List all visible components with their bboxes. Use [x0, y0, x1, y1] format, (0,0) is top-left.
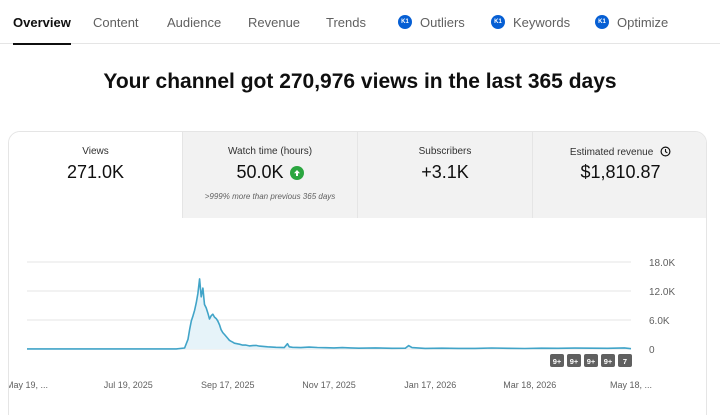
tab-label: Trends [326, 14, 366, 30]
annotation-count: 9+ [570, 357, 579, 366]
clock-icon [660, 146, 671, 160]
annotation-marker[interactable]: 9+ [584, 354, 598, 367]
tab-audience[interactable]: Audience [167, 0, 221, 44]
premium-badge-icon: K1 [595, 15, 609, 29]
badge-text: K1 [494, 19, 502, 25]
tab-outliers[interactable]: K1 Outliers [398, 0, 465, 44]
annotation-marker[interactable]: 9+ [550, 354, 564, 367]
analytics-tabs: Overview Content Audience Revenue Trends K1 Ou… [0, 0, 720, 45]
annotation-count: 9+ [553, 357, 562, 366]
annotation-count: 9+ [604, 357, 613, 366]
x-tick-label: Nov 17, 2025 [302, 380, 356, 390]
tab-optimize[interactable]: K1 Optimize [595, 0, 668, 44]
metric-label-text: Estimated revenue [569, 147, 654, 158]
annotation-marker[interactable]: 9+ [601, 354, 615, 367]
tab-trends[interactable]: Trends [326, 0, 366, 44]
metric-watch-time[interactable]: Watch time (hours) 50.0K >999% more than… [182, 132, 357, 218]
tab-label: Content [93, 14, 139, 30]
tab-label: Revenue [248, 14, 301, 30]
annotation-count: 9+ [587, 357, 596, 366]
metric-value-text: 271.0K [66, 162, 125, 182]
metric-value: $1,810.87 [533, 162, 706, 183]
metric-value: 271.0K [9, 162, 182, 183]
tab-label: Outliers [420, 14, 465, 30]
tab-revenue[interactable]: Revenue [248, 0, 300, 44]
metrics-card: Views 271.0K Watch time (hours) 50.0K >9… [8, 131, 707, 415]
y-tick-label: 0 [649, 345, 655, 356]
tab-overview[interactable]: Overview [13, 0, 71, 45]
tab-content[interactable]: Content [93, 0, 139, 44]
views-chart: 18.0K 12.0K 6.0K 0 May 19, ... Jul 19, 2025 Se… [9, 258, 675, 390]
metric-label: Watch time (hours) [227, 146, 313, 157]
x-tick-label: Jul 19, 2025 [104, 380, 153, 390]
metric-label: Views [82, 146, 109, 157]
badge-text: K1 [598, 19, 606, 25]
x-tick-label: Sep 17, 2025 [201, 380, 255, 390]
x-tick-label: Mar 18, 2026 [503, 380, 556, 390]
series-area [27, 278, 631, 349]
premium-badge-icon: K1 [398, 15, 412, 29]
metric-estimated-revenue[interactable]: Estimated revenue $1,810.87 [532, 132, 706, 218]
page-headline: Your channel got 270,976 views in the la… [103, 70, 617, 93]
series-line [26, 278, 632, 350]
annotation-marker[interactable]: 9+ [567, 354, 581, 367]
metric-value: +3.1K [358, 162, 532, 183]
metric-comparison: >999% more than previous 365 days [204, 192, 336, 201]
metric-label: Subscribers [418, 146, 472, 157]
metric-value-text: $1,810.87 [580, 162, 661, 182]
metric-value-text: +3.1K [421, 162, 469, 182]
metric-label: Estimated revenue [533, 146, 706, 160]
annotation-marker[interactable]: 7 [618, 354, 632, 367]
trend-up-icon [289, 165, 304, 180]
tab-label: Overview [13, 14, 71, 30]
annotation-count: 7 [623, 357, 627, 366]
tab-label: Audience [167, 14, 222, 30]
metric-tiles: Views 271.0K Watch time (hours) 50.0K >9… [9, 132, 706, 218]
tab-label: Optimize [617, 14, 669, 30]
y-tick-label: 18.0K [649, 258, 675, 269]
y-tick-label: 6.0K [649, 316, 670, 327]
x-tick-label: May 19, ... [9, 380, 48, 390]
metric-value-text: 50.0K [236, 162, 284, 182]
premium-badge-icon: K1 [491, 15, 505, 29]
x-tick-label: Jan 17, 2026 [404, 380, 456, 390]
y-tick-label: 12.0K [649, 287, 675, 298]
x-tick-label: May 18, ... [610, 380, 652, 390]
metric-value: 50.0K [183, 162, 357, 183]
tab-keywords[interactable]: K1 Keywords [491, 0, 570, 44]
tab-label: Keywords [513, 14, 571, 30]
badge-text: K1 [401, 19, 409, 25]
metric-subscribers[interactable]: Subscribers +3.1K [357, 132, 532, 218]
metric-views[interactable]: Views 271.0K [9, 132, 182, 218]
